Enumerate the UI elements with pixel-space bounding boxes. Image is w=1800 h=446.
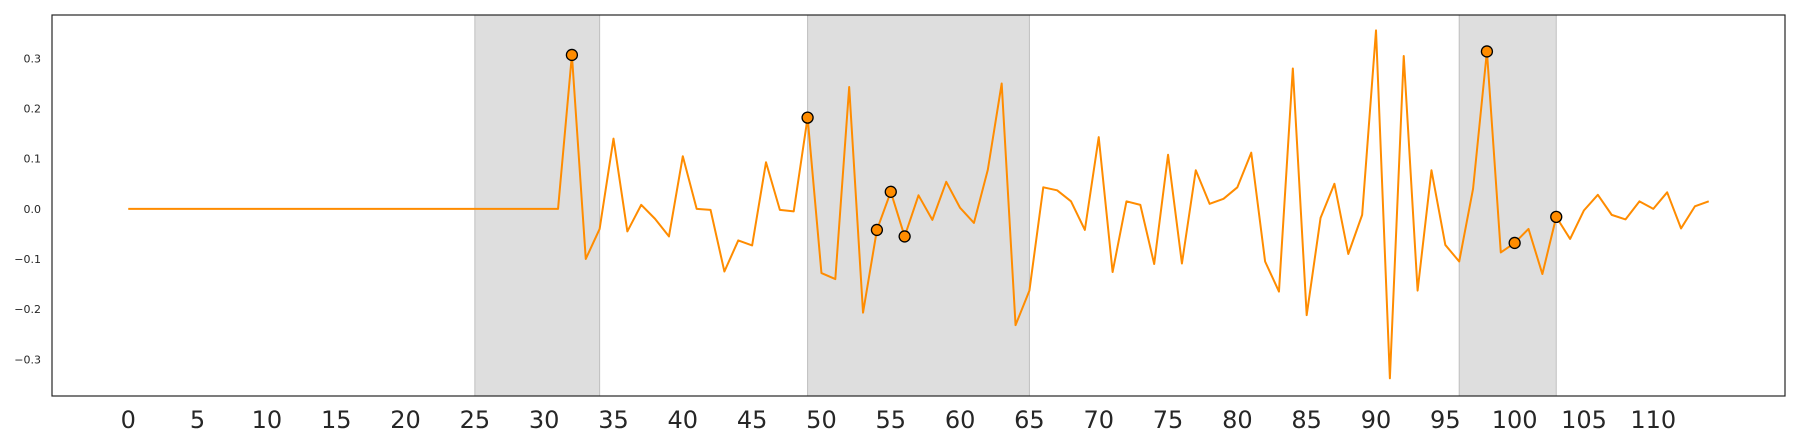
shaded-regions <box>474 14 1557 397</box>
x-tick-label: 105 <box>1561 406 1607 434</box>
y-tick-label: −0.3 <box>14 353 41 366</box>
highlight-marker <box>1508 236 1521 250</box>
x-tick-label: 30 <box>529 406 560 434</box>
x-tick-label: 25 <box>460 406 491 434</box>
x-tick-label: 35 <box>598 406 629 434</box>
x-tick-label: 95 <box>1430 406 1461 434</box>
highlight-marker <box>801 111 814 124</box>
x-tick-label: 0 <box>121 406 136 434</box>
series-line <box>128 29 1710 380</box>
y-tick-label: −0.1 <box>14 253 41 266</box>
x-tick-label: 80 <box>1222 406 1253 434</box>
x-tick-label: 75 <box>1153 406 1184 434</box>
plot-frame <box>51 14 1786 397</box>
x-tick-label: 65 <box>1014 406 1045 434</box>
x-tick-label: 90 <box>1361 406 1392 434</box>
x-tick-label: 100 <box>1492 406 1538 434</box>
x-tick-label: 70 <box>1083 406 1114 434</box>
x-tick-label: 45 <box>737 406 768 434</box>
shaded-region-0 <box>474 14 601 397</box>
y-tick-label: 0.3 <box>24 52 42 65</box>
x-tick-label: 50 <box>806 406 837 434</box>
x-tick-label: 55 <box>875 406 906 434</box>
shaded-region-2 <box>1458 14 1557 397</box>
x-tick-label: 20 <box>390 406 421 434</box>
highlight-marker <box>870 223 884 237</box>
x-tick-label: 110 <box>1630 406 1676 434</box>
y-tick-label: 0.2 <box>24 103 42 116</box>
y-tick-label: 0.0 <box>24 203 42 216</box>
x-tick-label: 10 <box>252 406 283 434</box>
y-axis-tick-labels: −0.3 −0.2 −0.1 0.0 0.1 0.2 0.3 <box>14 52 41 366</box>
x-tick-label: 60 <box>945 406 976 434</box>
highlight-marker <box>1550 210 1563 224</box>
highlight-marker <box>884 185 897 198</box>
highlight-markers <box>565 45 1563 250</box>
highlight-marker <box>1480 45 1494 58</box>
x-tick-label: 15 <box>321 406 352 434</box>
highlight-marker <box>898 230 911 243</box>
x-tick-label: 5 <box>190 406 205 434</box>
highlight-marker <box>565 48 579 62</box>
x-tick-label: 85 <box>1291 406 1322 434</box>
x-axis-tick-labels: 0 5 10 15 20 25 30 35 40 45 50 55 60 65 70 75 80 85 90 95 10… <box>121 406 1677 434</box>
y-tick-label: −0.2 <box>14 303 41 316</box>
x-tick-label: 40 <box>668 406 699 434</box>
y-tick-label: 0.1 <box>24 153 42 166</box>
